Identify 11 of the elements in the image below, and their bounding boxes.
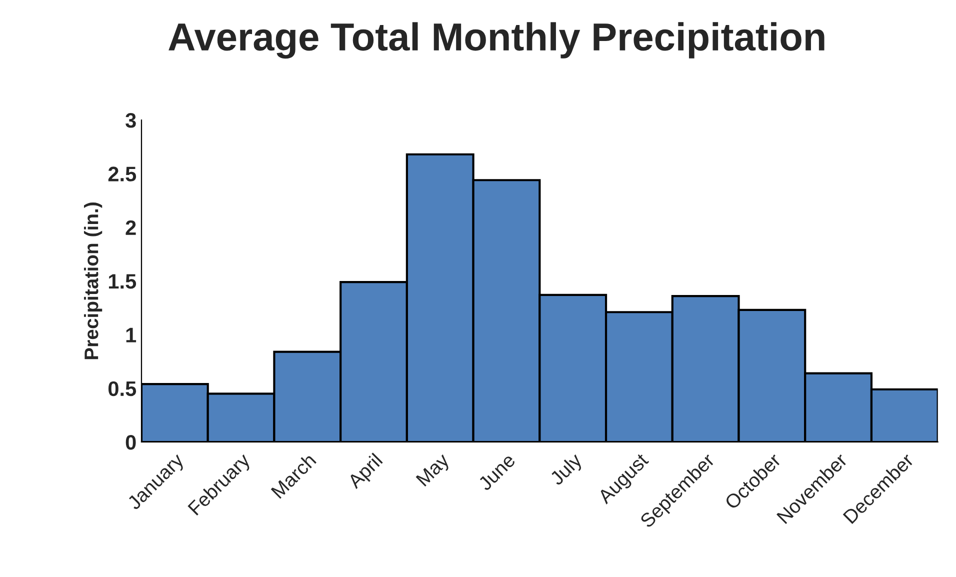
y-tick-label: 1 bbox=[126, 328, 136, 342]
y-tick-label: 0.5 bbox=[108, 381, 136, 396]
y-tick-label: 3 bbox=[126, 113, 136, 128]
x-tick-label: July bbox=[548, 452, 586, 489]
y-tick-label: 0 bbox=[126, 434, 136, 450]
y-tick-label: 2.5 bbox=[108, 166, 136, 182]
x-tick-label: May bbox=[416, 452, 453, 490]
chart-title: Average Total Monthly Precipitation bbox=[168, 22, 824, 59]
y-axis-title: Precipitation (in.) bbox=[84, 202, 102, 360]
y-tick-label: 2 bbox=[126, 220, 136, 235]
y-tick-label: 1.5 bbox=[108, 274, 136, 289]
